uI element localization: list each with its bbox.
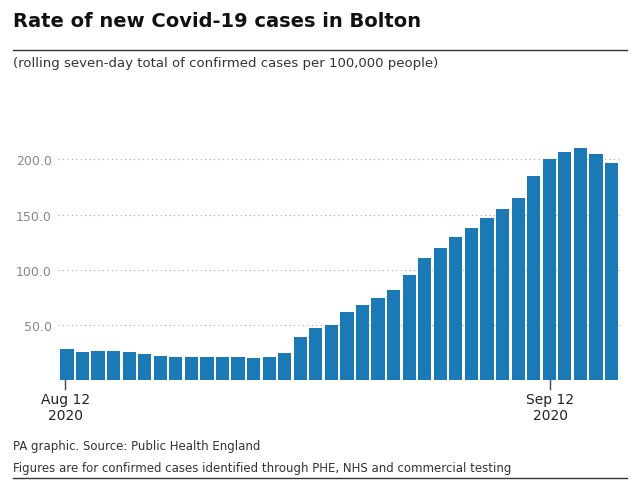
Bar (122, 352, 136, 381)
Bar (434, 248, 447, 381)
Bar (154, 356, 167, 381)
Bar (309, 329, 323, 381)
Bar (247, 359, 260, 381)
Bar (169, 358, 182, 381)
Text: Figures are for confirmed cases identified through PHE, NHS and commercial testi: Figures are for confirmed cases identifi… (13, 461, 511, 474)
Bar (200, 358, 214, 381)
Bar (356, 305, 369, 381)
Text: PA graphic. Source: Public Health England: PA graphic. Source: Public Health Englan… (13, 439, 260, 452)
Bar (262, 358, 276, 381)
Bar (511, 199, 525, 381)
Bar (185, 358, 198, 381)
Bar (543, 160, 556, 381)
Bar (371, 298, 385, 381)
Bar (418, 258, 431, 381)
Bar (216, 358, 229, 381)
Bar (60, 350, 74, 381)
Bar (403, 276, 416, 381)
Bar (481, 219, 493, 381)
Bar (449, 237, 463, 381)
Bar (107, 351, 120, 381)
Bar (294, 338, 307, 381)
Bar (496, 210, 509, 381)
Text: (rolling seven-day total of confirmed cases per 100,000 people): (rolling seven-day total of confirmed ca… (13, 57, 438, 70)
Bar (573, 149, 587, 381)
Bar (340, 312, 353, 381)
Text: Aug 12
2020: Aug 12 2020 (41, 392, 90, 422)
Bar (558, 152, 572, 381)
Bar (527, 177, 540, 381)
Bar (325, 325, 338, 381)
Bar (465, 228, 478, 381)
Bar (76, 352, 89, 381)
Bar (605, 163, 618, 381)
Bar (92, 351, 105, 381)
Bar (232, 358, 244, 381)
Bar (278, 353, 291, 381)
Text: Sep 12
2020: Sep 12 2020 (526, 392, 575, 422)
Bar (387, 290, 400, 381)
Bar (589, 155, 602, 381)
Bar (138, 354, 151, 381)
Text: Rate of new Covid-19 cases in Bolton: Rate of new Covid-19 cases in Bolton (13, 12, 421, 31)
